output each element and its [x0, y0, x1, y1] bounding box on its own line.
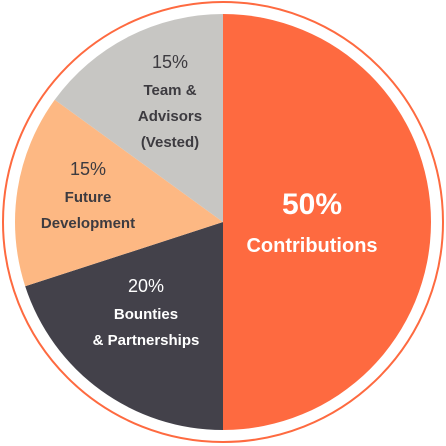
- slice-percent-label-0: 50%: [282, 188, 342, 221]
- pie-labels: 50% Contributions 20% Bounties & Partnership…: [41, 52, 378, 349]
- slice-name-label-0-0: Contributions: [246, 235, 377, 257]
- slice-name-label-2-0: Future: [65, 189, 112, 206]
- slice-name-label-3-0: Team &: [143, 82, 196, 99]
- slice-name-label-3-2: (Vested): [141, 134, 199, 151]
- slice-name-label-2-1: Development: [41, 215, 135, 232]
- pie-slices: [14, 14, 431, 430]
- slice-percent-label-3: 15%: [152, 52, 188, 72]
- slice-name-label-3-1: Advisors: [138, 108, 202, 125]
- slice-name-label-1-0: Bounties: [114, 306, 178, 323]
- slice-name-label-1-1: & Partnerships: [93, 332, 200, 349]
- pie-slice-2: [14, 99, 224, 287]
- slice-percent-label-1: 20%: [128, 276, 164, 296]
- pie-slice-0: [223, 14, 431, 430]
- pie-slice-3: [54, 14, 223, 222]
- slice-percent-label-2: 15%: [70, 159, 106, 179]
- pie-slice-1: [25, 222, 224, 430]
